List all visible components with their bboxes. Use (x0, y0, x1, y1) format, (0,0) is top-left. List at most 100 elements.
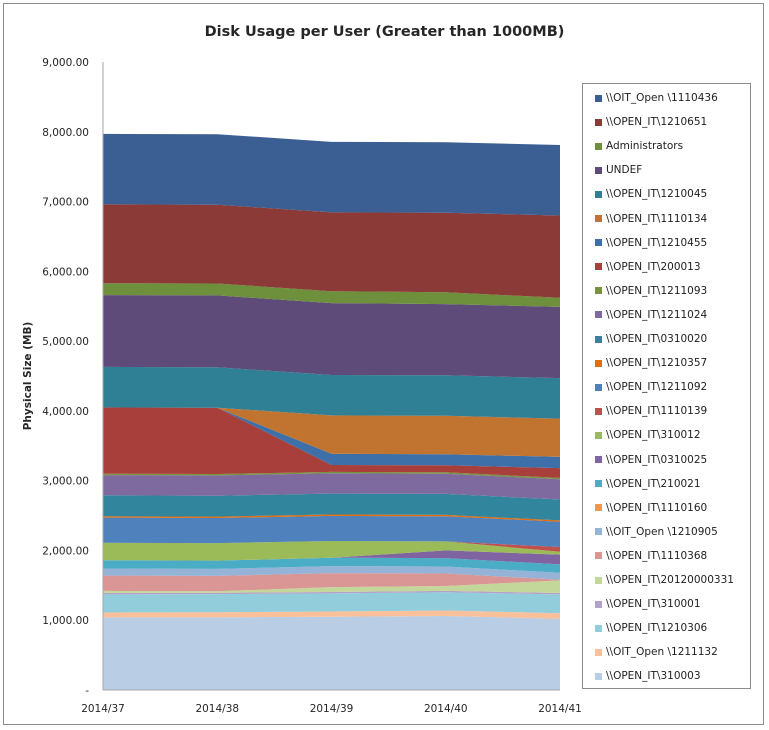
legend-swatch (595, 263, 602, 271)
x-tick-label: 2014/38 (195, 703, 239, 715)
legend-label: \\OPEN_IT\1210045 (606, 188, 708, 201)
legend-label: \\OPEN_IT\200013 (606, 260, 701, 273)
legend-label: \\OPEN_IT\1210306 (606, 622, 708, 635)
y-tick-label: 6,000.00 (42, 266, 89, 278)
legend-item: \\OPEN_IT\0310020 (595, 331, 707, 347)
x-tick-label: 2014/41 (538, 703, 582, 715)
legend-label: \\OPEN_IT\0310020 (606, 333, 708, 345)
legend-item: \\OPEN_IT\1210306 (595, 620, 707, 636)
x-tick-label: 2014/39 (310, 703, 354, 715)
chart-title: Disk Usage per User (Greater than 1000MB… (204, 24, 565, 40)
legend-item: \\OPEN_IT\1110134 (595, 211, 707, 227)
legend-swatch (595, 407, 602, 415)
legend-swatch (595, 552, 602, 560)
series-area-24 (103, 133, 560, 216)
legend-swatch (595, 672, 602, 680)
legend-swatch (595, 335, 602, 343)
y-tick-label: 5,000.00 (42, 336, 89, 348)
legend-item: \\OPEN_IT\210021 (595, 476, 701, 492)
y-tick-label: - (85, 685, 89, 697)
legend-label: \\OPEN_IT\1110134 (606, 212, 708, 225)
series-area-19 (103, 407, 560, 457)
legend-label: \\OPEN_IT\1211093 (606, 284, 708, 297)
legend-swatch (595, 480, 602, 488)
series-area-23 (103, 204, 560, 298)
series-area-1 (103, 610, 560, 619)
legend-swatch (595, 456, 602, 463)
legend-swatch (595, 287, 602, 295)
legend-label: \\OPEN_IT\310003 (606, 670, 701, 683)
series-area-5 (103, 573, 560, 592)
axes: - 1,000.00 2,000.00 3,000.00 4,000.00 5,000.0… (22, 57, 582, 715)
legend-label: \\OPEN_IT\1110368 (606, 549, 708, 562)
legend-swatch (595, 190, 602, 198)
legend-swatch (595, 648, 602, 656)
legend-item: \\OPEN_IT\1110160 (595, 500, 707, 516)
legend-item: \\OPEN_IT\0310025 (595, 452, 707, 468)
legend-item: \\OPEN_IT\310001 (595, 596, 701, 612)
legend-label: \\OPEN_IT\1210651 (606, 116, 708, 129)
legend-item: \\OIT_Open \1210905 (595, 524, 718, 540)
x-tick-label: 2014/40 (424, 703, 468, 715)
legend-swatch (595, 166, 602, 174)
series-area-14 (103, 493, 560, 521)
y-tick-label: 9,000.00 (42, 57, 89, 69)
legend-swatch (595, 528, 602, 536)
legend-swatch (595, 504, 602, 512)
legend-item: \\OPEN_IT\1210455 (595, 235, 707, 251)
y-tick-label: 3,000.00 (42, 476, 89, 488)
legend-label: \\OPEN_IT\210021 (606, 477, 701, 490)
legend-label: Administrators (606, 140, 684, 153)
legend-label: \\OPEN_IT\0310025 (606, 453, 708, 466)
legend-swatch (595, 142, 602, 150)
legend-item: \\OPEN_IT\1110139 (595, 403, 707, 419)
legend-swatch (595, 431, 602, 439)
legend-item: \\OPEN_IT\1210357 (595, 355, 707, 371)
legend-item: \\OIT_Open \1110436 (595, 90, 718, 106)
legend-swatch (595, 239, 602, 247)
series-area-0 (103, 616, 560, 690)
series-area-15 (103, 473, 560, 500)
legend-label: \\OPEN_IT\1210455 (606, 236, 708, 249)
legend-swatch (595, 624, 602, 632)
series-area-9 (103, 550, 560, 565)
legend-item: Administrators (595, 138, 683, 154)
legend-item: \\OPEN_IT\1211024 (595, 307, 707, 323)
legend-item: UNDEF (595, 162, 642, 178)
legend-label: \\OIT_Open \1110436 (606, 92, 718, 104)
y-tick-label: 4,000.00 (42, 406, 89, 418)
series-area-18 (103, 407, 560, 469)
legend-swatch (595, 383, 602, 391)
legend-item: \\OPEN_IT\1211092 (595, 379, 707, 395)
legend-swatch (595, 359, 602, 367)
y-tick-label: 1,000.00 (42, 615, 89, 627)
legend-swatch (595, 576, 602, 584)
legend-swatch (595, 215, 602, 222)
y-tick-label: 7,000.00 (42, 197, 89, 209)
series-area-6 (103, 566, 560, 580)
series-areas (103, 62, 560, 690)
legend-label: \\OPEN_IT\310012 (606, 429, 701, 442)
legend-label: \\OPEN_IT\1211024 (606, 308, 708, 321)
legend-label: \\OPEN_IT\1211092 (606, 381, 708, 394)
legend-item: \\OPEN_IT\1110368 (595, 548, 707, 564)
y-tick-label: 8,000.00 (42, 127, 89, 139)
legend-item: \\OPEN_IT\310003 (595, 668, 701, 684)
legend-swatch (595, 600, 602, 608)
series-area-3 (103, 590, 560, 595)
series-area-4 (103, 580, 560, 593)
legend-item: \\OIT_Open \1211132 (595, 644, 718, 660)
legend-item: \\OPEN_IT\1211093 (595, 283, 707, 299)
legend-label: \\OIT_Open \1210905 (606, 525, 718, 538)
legend-swatch (595, 118, 602, 126)
legend-label: \\OPEN_IT\1110160 (606, 501, 708, 514)
legend-swatch (595, 94, 602, 102)
series-area-20 (103, 366, 560, 419)
series-area-12 (103, 515, 560, 547)
legend-label: \\OPEN_IT\20120000331 (606, 574, 734, 586)
legend-swatch (595, 311, 602, 319)
x-tick-label: 2014/37 (81, 703, 125, 715)
legend-label: UNDEF (606, 164, 643, 177)
series-area-2 (103, 592, 560, 614)
